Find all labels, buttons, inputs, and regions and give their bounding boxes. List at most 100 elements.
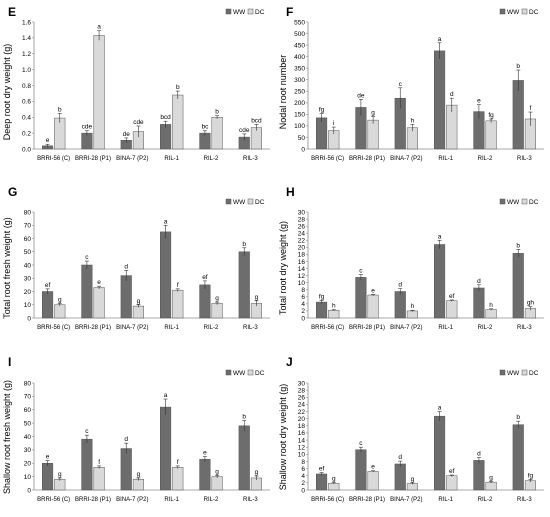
y-tick-label: 20: [298, 245, 306, 252]
x-category-label: RIL-3: [517, 156, 532, 162]
significance-letter: fg: [319, 107, 325, 114]
x-category-label: RIL-2: [478, 497, 493, 503]
y-tick-label: 550: [294, 19, 305, 26]
y-tick-label: 60: [24, 236, 32, 243]
significance-letter: g: [489, 474, 493, 481]
panel-letter: J: [286, 355, 293, 369]
x-category-label: BRRI-56 (C): [37, 156, 70, 162]
x-category-label: BRRI-28 (P1): [75, 156, 111, 162]
x-category-label: BRRI-28 (P1): [75, 497, 111, 503]
bar-dc: [132, 479, 144, 491]
y-tick-label: 80: [24, 380, 32, 387]
bar-dc: [54, 479, 66, 491]
chart-panel-i: I Shallow root fresh weight (g) 0 10 20 30 40 5…: [2, 355, 270, 503]
significance-letter: f: [98, 459, 100, 466]
bar-dc: [211, 476, 223, 491]
bar-dc: [367, 471, 379, 491]
x-category-label: RIL-1: [164, 497, 179, 503]
y-tick-label: 4: [301, 301, 305, 308]
significance-letter: e: [371, 287, 375, 294]
significance-letter: de: [123, 131, 131, 138]
y-axis-title: Shallow root dry weight (g): [278, 384, 288, 491]
significance-letter: d: [124, 263, 128, 270]
y-tick-label: 70: [24, 394, 32, 401]
bar-dc: [406, 483, 418, 491]
y-tick-label: 30: [298, 380, 306, 387]
legend-swatch-ww: [499, 8, 506, 15]
bar-ww: [120, 275, 132, 319]
legend-swatch-dc: [521, 198, 528, 205]
legend-label: DC: [255, 370, 265, 377]
x-category-label: BRRI-56 (C): [311, 156, 344, 162]
significance-letter: ef: [319, 466, 325, 473]
panel-letter: F: [286, 5, 293, 19]
y-axis-title: Total root dry weight (g): [278, 221, 288, 315]
significance-letter: b: [242, 241, 246, 248]
bar-ww: [434, 244, 446, 319]
bar-ww: [81, 438, 93, 491]
panel-letter: H: [286, 185, 295, 199]
significance-letter: ef: [45, 282, 51, 289]
y-tick-label: 0: [301, 146, 305, 153]
y-tick-label: 0.4: [22, 115, 31, 122]
x-category-label: BRRI-56 (C): [37, 497, 70, 503]
x-category-label: RIL-3: [517, 497, 532, 503]
y-tick-label: 20: [24, 289, 32, 296]
y-tick-label: 0: [301, 315, 305, 322]
significance-letter: b: [242, 413, 246, 420]
legend-label: WW: [233, 199, 246, 206]
y-tick-label: 1.2: [22, 51, 31, 58]
y-tick-label: 12: [298, 273, 306, 280]
legend-label: DC: [529, 9, 539, 16]
significance-letter: h: [332, 303, 336, 310]
bar-ww: [394, 463, 406, 491]
significance-letter: fg: [319, 293, 325, 300]
bar-dc: [485, 120, 497, 150]
y-tick-label: 40: [24, 262, 32, 269]
legend-swatch-dc: [247, 198, 254, 205]
panel-letter: G: [8, 185, 17, 199]
significance-letter: d: [124, 436, 128, 443]
x-category-label: RIL-2: [204, 497, 219, 503]
y-tick-label: 28: [298, 387, 306, 394]
significance-letter: ef: [449, 468, 455, 475]
significance-letter: b: [516, 63, 520, 70]
y-tick-label: 16: [298, 430, 306, 437]
y-tick-label: 1.0: [22, 67, 31, 74]
y-tick-label: 30: [298, 209, 306, 216]
y-tick-label: 22: [298, 238, 306, 245]
panel-letter: E: [8, 5, 16, 19]
significance-letter: ef: [202, 274, 208, 281]
significance-letter: bcd: [251, 117, 262, 124]
y-tick-label: 18: [298, 423, 306, 430]
x-category-label: BRRI-28 (P1): [75, 325, 111, 331]
y-axis-title: Nodal root number: [278, 55, 288, 130]
y-tick-label: 10: [298, 280, 306, 287]
panel-letter: I: [8, 355, 11, 369]
legend-swatch-dc: [247, 369, 254, 376]
significance-letter: cde: [82, 124, 93, 131]
x-category-label: RIL-2: [478, 156, 493, 162]
x-category-label: BRRI-56 (C): [311, 497, 344, 503]
y-tick-label: 1.6: [22, 19, 31, 26]
significance-letter: g: [332, 476, 336, 483]
bar-ww: [81, 264, 93, 319]
bar-dc: [485, 481, 497, 491]
y-tick-label: 30: [24, 276, 32, 283]
bar-ww: [160, 406, 172, 491]
x-category-label: RIL-2: [204, 325, 219, 331]
bar-dc: [132, 305, 144, 319]
significance-letter: c: [359, 440, 363, 447]
significance-letter: g: [215, 295, 219, 302]
legend-swatch-dc: [521, 369, 528, 376]
y-tick-label: 2: [301, 308, 305, 315]
significance-letter: c: [399, 81, 403, 88]
chart-panel-f: F Nodal root number 0 50 100 150 200 250 300 350 4…: [278, 5, 544, 162]
significance-letter: d: [398, 454, 402, 461]
significance-letter: a: [97, 24, 101, 31]
bar-dc: [328, 482, 340, 491]
significance-letter: c: [85, 254, 89, 261]
y-tick-label: 150: [294, 112, 305, 119]
y-tick-label: 1.4: [22, 35, 31, 42]
y-tick-label: 200: [294, 100, 305, 107]
